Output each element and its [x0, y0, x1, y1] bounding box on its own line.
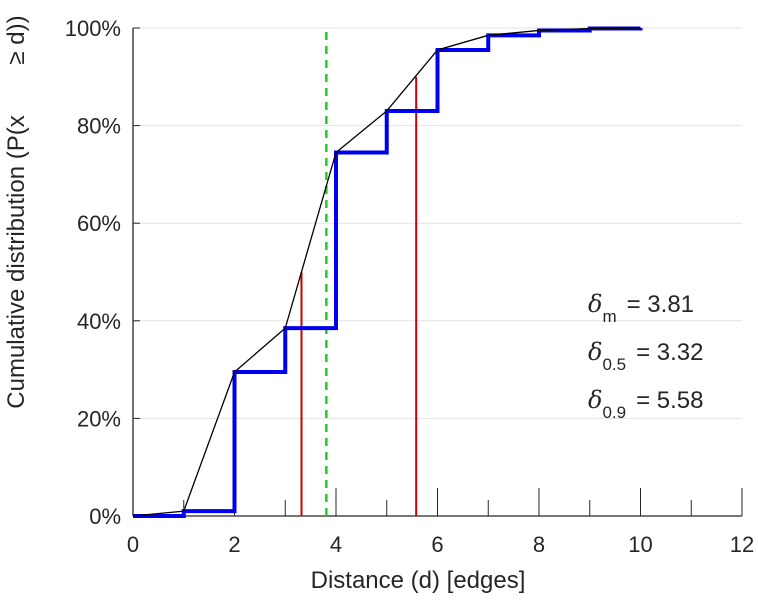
x-tick-label: 12	[730, 532, 754, 557]
axes	[132, 27, 743, 517]
y-tick-label: 100%	[65, 16, 121, 41]
x-axis-title: Distance (d) [edges]	[311, 567, 526, 594]
y-tick-label: 20%	[77, 406, 121, 431]
y-tick-label: 60%	[77, 211, 121, 236]
x-tick-label: 8	[533, 532, 545, 557]
grid	[133, 27, 742, 419]
stat-subscript: 0.5	[602, 355, 626, 374]
y-tick-label: 80%	[77, 114, 121, 139]
stat-subscript: 0.9	[602, 403, 626, 422]
stat-value: = 3.32	[636, 339, 703, 366]
x-tick-label: 6	[431, 532, 443, 557]
y-tick-label: 40%	[77, 309, 121, 334]
tick-labels: 0 2 4 6 8 10 12 0% 20% 40% 60% 80% 100%	[65, 16, 755, 557]
stat-subscript: m	[602, 307, 616, 326]
stat-symbol: δ	[588, 338, 602, 366]
x-tick-label: 2	[228, 532, 240, 557]
series-interp-line	[132, 27, 641, 517]
y-axis-title-line2: ≥ d))	[3, 15, 30, 64]
x-tick-label: 10	[628, 532, 652, 557]
y-axis-title-line1: Cumulative distribution (P(x	[3, 115, 30, 408]
x-tick-label: 0	[127, 532, 139, 557]
stat-annotation: δ0.9 = 5.58	[588, 386, 704, 422]
stat-annotation: δm = 3.81	[588, 290, 694, 326]
stat-value: = 5.58	[636, 387, 703, 414]
series-group	[132, 26, 643, 518]
y-tick-label: 0%	[89, 504, 121, 529]
stat-value: = 3.81	[627, 291, 694, 318]
stat-symbol: δ	[588, 386, 602, 414]
stat-symbol: δ	[588, 290, 602, 318]
x-tick-label: 4	[330, 532, 342, 557]
stat-annotation: δ0.5 = 3.32	[588, 338, 704, 374]
reference-lines	[300, 28, 418, 516]
